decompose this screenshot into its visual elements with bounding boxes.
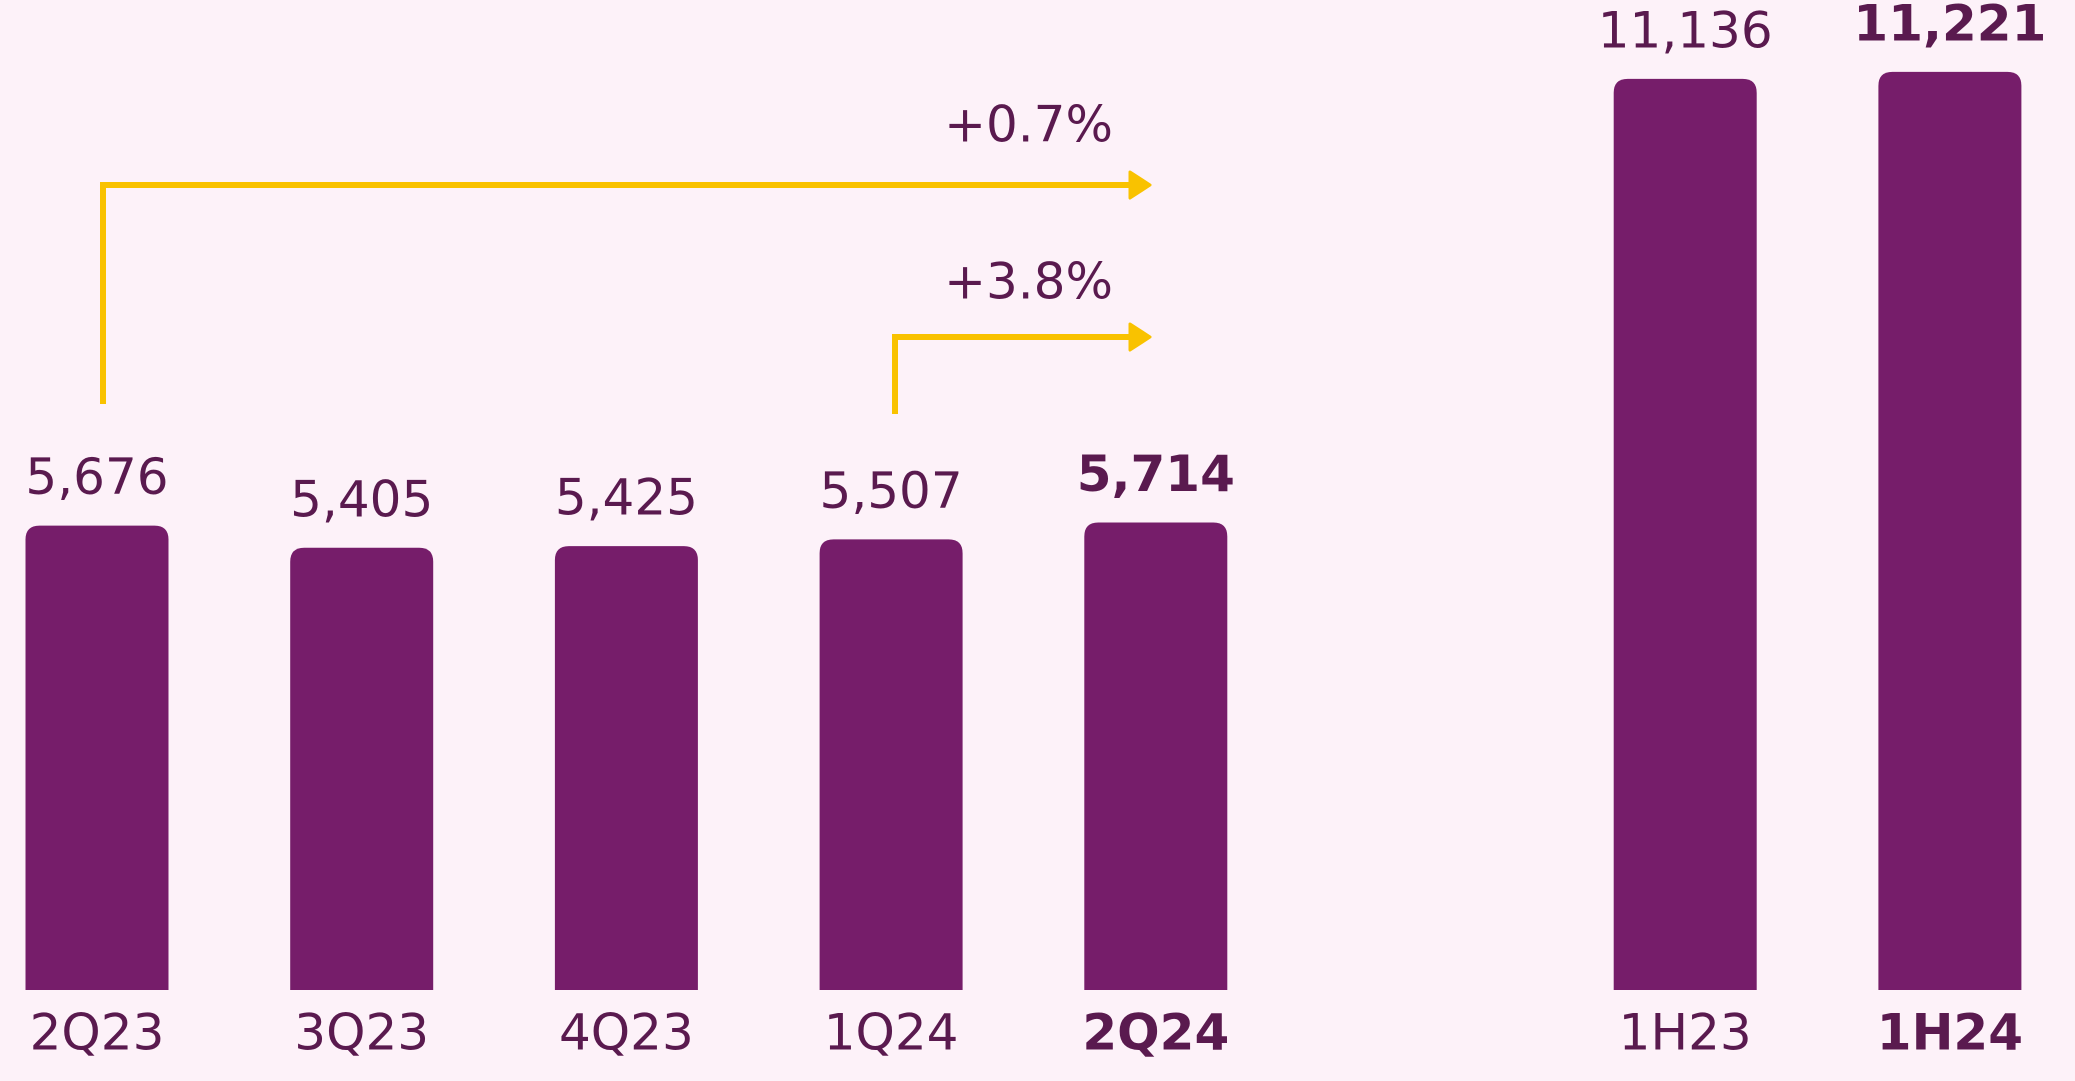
x-tick-label: 2Q24	[1082, 1004, 1229, 1062]
annotation: +0.7%	[944, 96, 1113, 154]
value-label: 5,425	[555, 469, 698, 527]
bar	[290, 547, 434, 990]
value-label: 5,676	[25, 448, 168, 506]
bar	[25, 525, 169, 990]
value-label: 11,136	[1598, 1, 1773, 59]
x-tick-label: 4Q23	[559, 1004, 694, 1062]
arrow-head	[1128, 322, 1152, 352]
x-tick-label: 1H23	[1619, 1004, 1752, 1062]
value-label: 5,714	[1077, 445, 1235, 503]
growth-arrow	[892, 334, 1142, 414]
bar	[1084, 522, 1228, 990]
x-tick-label: 2Q23	[30, 1004, 165, 1062]
value-label: 5,405	[290, 470, 433, 528]
growth-arrow	[100, 182, 1142, 404]
x-tick-label: 3Q23	[294, 1004, 429, 1062]
arrow-head	[1128, 170, 1152, 200]
bar	[1613, 78, 1757, 990]
annotation: +3.8%	[944, 253, 1113, 311]
x-tick-label: 1H24	[1877, 1004, 2023, 1062]
value-label: 5,507	[820, 462, 963, 520]
value-label: 11,221	[1853, 0, 2046, 52]
bar	[819, 539, 963, 990]
x-tick-label: 1Q24	[824, 1004, 959, 1062]
bar	[1878, 71, 2022, 990]
bar	[554, 546, 698, 990]
